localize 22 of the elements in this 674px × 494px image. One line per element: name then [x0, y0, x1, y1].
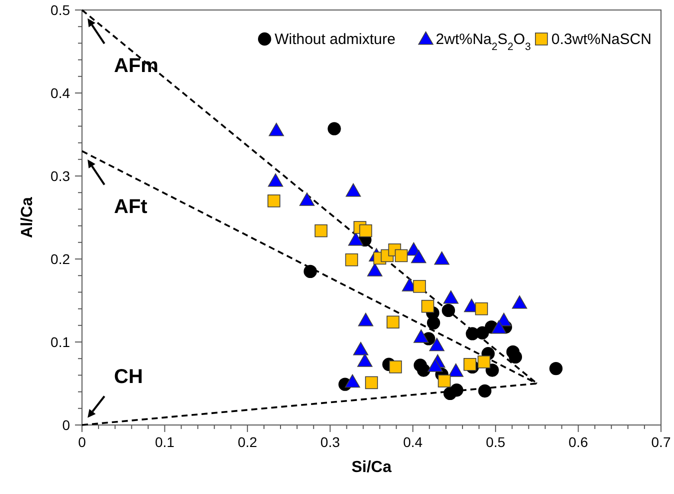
x-axis-title: Si/Ca — [351, 459, 392, 476]
x-tick-label: 0.3 — [320, 434, 340, 450]
x-tick-label: 0.7 — [651, 434, 671, 450]
annotation: AFt — [114, 196, 148, 218]
y-axis-title: Al/Ca — [19, 196, 36, 238]
x-tick-label: 0.1 — [154, 434, 175, 450]
y-tick-label: 0.3 — [50, 168, 70, 184]
legend-label: 2wt%Na$_{2}$S$_{2}$O$_{3}$ — [436, 31, 532, 53]
y-tick-label: 0 — [62, 417, 70, 433]
x-tick-label: 0.6 — [568, 434, 588, 450]
y-tick-label: 0.1 — [50, 334, 70, 350]
x-tick-label: 0.2 — [238, 434, 258, 450]
legend-label: 0.3wt%NaSCN — [551, 31, 652, 48]
annotation: AFm — [114, 55, 158, 77]
y-tick-label: 0.2 — [50, 251, 70, 267]
x-tick-label: 0 — [78, 434, 86, 450]
x-tick-label: 0.5 — [486, 434, 506, 450]
y-tick-label: 0.5 — [50, 2, 70, 18]
annotation: CH — [114, 366, 143, 388]
legend-label: Without admixture — [274, 31, 396, 48]
x-tick-label: 0.4 — [403, 434, 423, 450]
y-tick-label: 0.4 — [50, 85, 70, 101]
